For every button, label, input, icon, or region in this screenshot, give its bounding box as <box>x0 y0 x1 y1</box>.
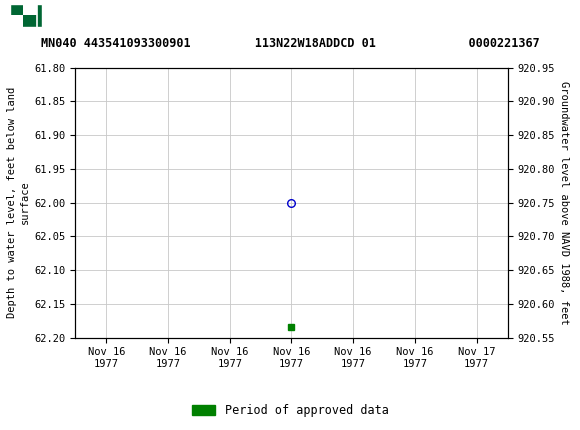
FancyBboxPatch shape <box>10 4 42 27</box>
Y-axis label: Depth to water level, feet below land
surface: Depth to water level, feet below land su… <box>7 87 30 318</box>
Text: USGS: USGS <box>48 6 99 25</box>
Legend: Period of approved data: Period of approved data <box>187 399 393 422</box>
Bar <box>23 3 37 15</box>
Y-axis label: Groundwater level above NAVD 1988, feet: Groundwater level above NAVD 1988, feet <box>559 81 569 324</box>
Bar <box>9 15 23 28</box>
Bar <box>9 3 37 28</box>
Text: MN040 443541093300901         113N22W18ADDCD 01             0000221367: MN040 443541093300901 113N22W18ADDCD 01 … <box>41 37 539 49</box>
